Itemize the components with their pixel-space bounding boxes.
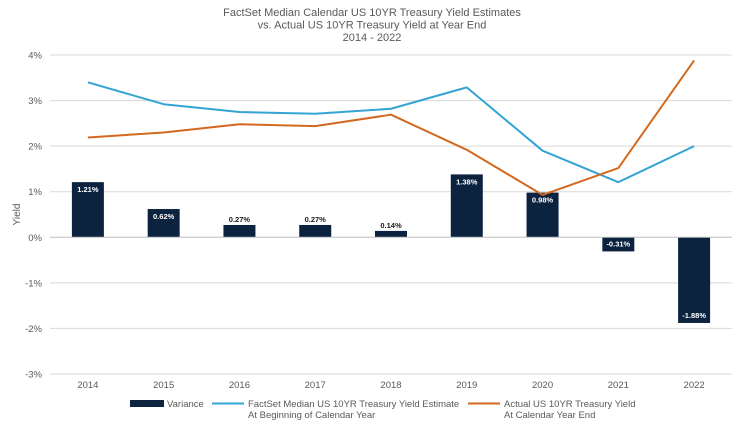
variance-data-label: -0.31% — [606, 239, 630, 248]
y-tick-label: 1% — [28, 187, 42, 198]
variance-data-label: -1.88% — [682, 311, 706, 320]
variance-data-label: 0.98% — [532, 196, 554, 205]
legend-label-variance: Variance — [167, 399, 204, 410]
x-tick-label: 2015 — [153, 380, 174, 391]
series-lines — [87, 59, 695, 196]
y-tick-label: 4% — [28, 51, 42, 62]
variance-bar-2015 — [147, 209, 180, 238]
x-tick-label: 2021 — [608, 380, 629, 391]
y-tick-label: -2% — [25, 324, 42, 335]
variance-data-label: 0.62% — [153, 212, 175, 221]
x-axis-ticks: 2014 2015 2016 2017 2018 2019 2020 2021 2022 — [77, 380, 704, 391]
x-tick-label: 2022 — [684, 380, 705, 391]
legend-swatch-variance — [130, 400, 164, 407]
legend-label-actual: At Calendar Year End — [504, 410, 595, 421]
x-tick-label: 2019 — [456, 380, 477, 391]
y-tick-label: -1% — [25, 278, 42, 289]
x-tick-label: 2018 — [380, 380, 401, 391]
y-tick-label: -3% — [25, 370, 42, 381]
variance-bar-2018 — [375, 230, 407, 238]
x-tick-label: 2016 — [229, 380, 250, 391]
gridlines — [50, 54, 732, 375]
estimate-line — [87, 81, 695, 184]
x-tick-label: 2017 — [305, 380, 326, 391]
chart-title-line-2: vs. Actual US 10YR Treasury Yield at Yea… — [258, 20, 487, 32]
variance-bar-2019 — [450, 174, 483, 238]
variance-data-label: 0.27% — [305, 215, 327, 224]
legend-label-actual: Actual US 10YR Treasury Yield — [504, 399, 635, 410]
variance-bar-2014 — [71, 182, 104, 238]
y-axis-ticks: 4% 3% 2% 1% 0% -1% -2% -3% — [25, 51, 42, 381]
chart-title-line-3: 2014 - 2022 — [343, 32, 402, 44]
y-axis-label: Yield — [12, 204, 23, 226]
variance-data-label: 1.38% — [456, 177, 478, 186]
legend: Variance FactSet Median US 10YR Treasury … — [130, 399, 635, 421]
chart-title: FactSet Median Calendar US 10YR Treasury… — [223, 7, 521, 44]
y-tick-label: 2% — [28, 142, 42, 153]
variance-data-label: 1.21% — [77, 185, 99, 194]
x-tick-label: 2014 — [77, 380, 98, 391]
x-tick-label: 2020 — [532, 380, 553, 391]
variance-data-label: 0.27% — [229, 215, 251, 224]
y-tick-label: 0% — [28, 233, 42, 244]
legend-label-estimate: At Beginning of Calendar Year — [248, 410, 375, 421]
variance-bar-2021 — [602, 237, 635, 252]
bar-data-labels: 1.21% 0.62% 0.27% 0.27% 0.14% 1.38% 0.98% -0.31… — [77, 177, 706, 320]
actual-line — [87, 59, 695, 196]
chart-title-line-1: FactSet Median Calendar US 10YR Treasury… — [223, 7, 521, 19]
y-tick-label: 3% — [28, 96, 42, 107]
variance-bars — [71, 174, 711, 323]
variance-bar-2016 — [223, 224, 256, 238]
variance-bar-2022 — [678, 237, 711, 323]
variance-bar-2017 — [299, 224, 332, 238]
variance-data-label: 0.14% — [380, 221, 402, 230]
legend-label-estimate: FactSet Median US 10YR Treasury Yield Es… — [248, 399, 459, 410]
variance-bar-2020 — [526, 192, 559, 238]
